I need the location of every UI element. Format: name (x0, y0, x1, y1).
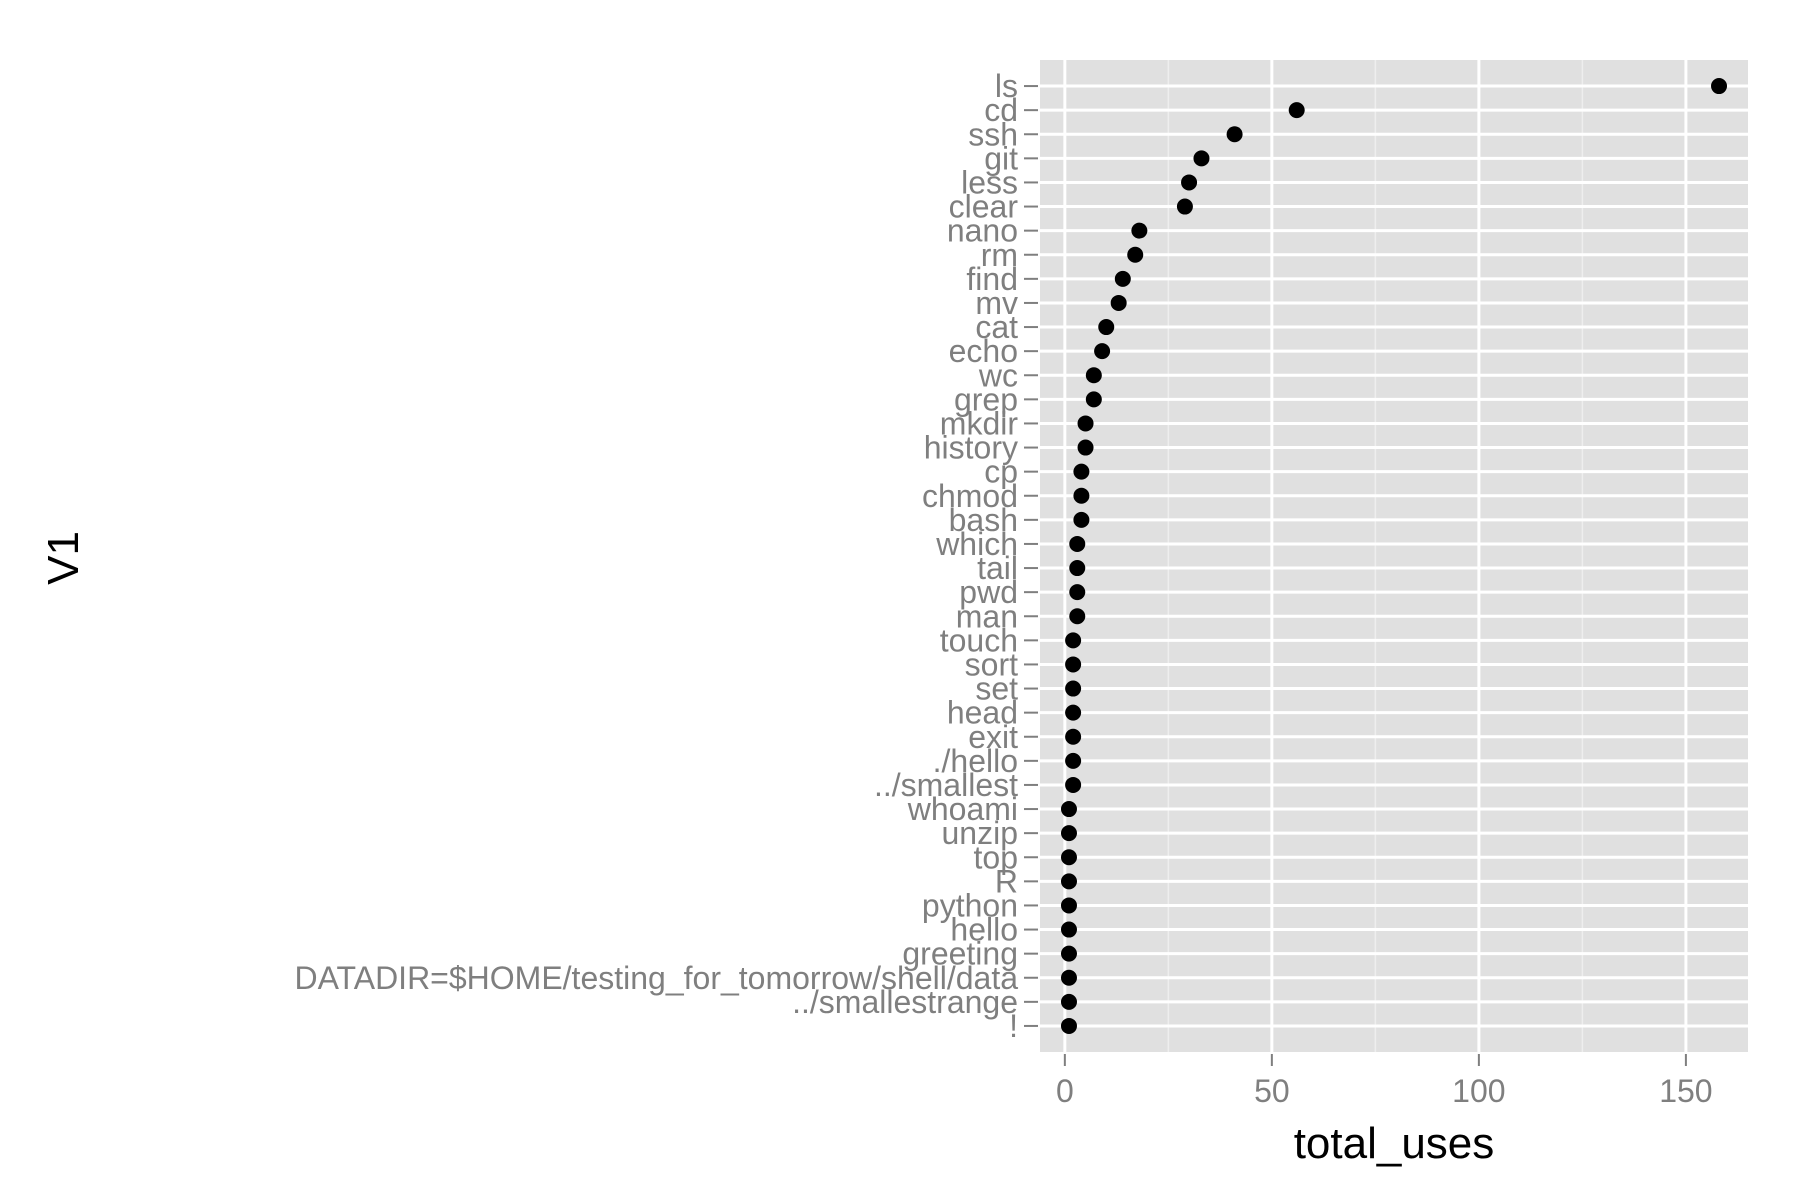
y-tick-label: ssh (968, 116, 1018, 152)
y-tick-label: R (995, 863, 1018, 899)
y-tick-label: grep (954, 381, 1018, 417)
x-axis-title: total_uses (1294, 1119, 1495, 1168)
data-point (1176, 198, 1193, 215)
y-tick-label: wc (978, 357, 1018, 393)
y-tick-label: rm (981, 237, 1018, 273)
y-tick-label: top (974, 839, 1018, 875)
data-point (1060, 969, 1077, 986)
x-tick-label: 150 (1659, 1073, 1712, 1109)
y-tick-label: DATADIR=$HOME/testing_for_tomorrow/shell… (294, 960, 1018, 996)
y-tick-label: ../smallest (874, 767, 1018, 803)
data-point (1073, 487, 1090, 504)
data-point (1711, 78, 1728, 95)
data-points (1060, 78, 1728, 1034)
data-point (1110, 294, 1127, 311)
data-point (1060, 993, 1077, 1010)
y-tick-label: cp (984, 454, 1018, 490)
x-axis: 0 50 100 150 (1056, 1054, 1713, 1109)
data-point (1060, 849, 1077, 866)
y-tick-label: ! (1009, 1008, 1018, 1044)
y-tick-label: hello (950, 912, 1018, 948)
data-point (1085, 391, 1102, 408)
y-tick-label: chmod (922, 478, 1018, 514)
data-point (1181, 174, 1198, 191)
data-point (1073, 463, 1090, 480)
data-point (1060, 921, 1077, 938)
data-point (1065, 728, 1082, 745)
data-point (1114, 270, 1131, 287)
y-tick-label: greeting (902, 936, 1018, 972)
data-point (1131, 222, 1148, 239)
data-point (1065, 752, 1082, 769)
y-tick-label: whoami (907, 791, 1018, 827)
y-tick-label: git (984, 140, 1018, 176)
y-tick-label: history (924, 430, 1018, 466)
y-tick-label: python (922, 887, 1018, 923)
plot-panel (1040, 60, 1748, 1052)
y-tick-label: bash (949, 502, 1018, 538)
y-tick-label: cd (984, 92, 1018, 128)
y-tick-label: echo (949, 333, 1018, 369)
data-point (1060, 945, 1077, 962)
data-point (1073, 511, 1090, 528)
y-tick-label: clear (949, 189, 1019, 225)
data-point (1060, 873, 1077, 890)
data-point (1060, 801, 1077, 818)
data-point (1060, 1017, 1077, 1034)
y-tick-label: tail (977, 550, 1018, 586)
data-point (1060, 897, 1077, 914)
y-tick-label: head (947, 695, 1018, 731)
data-point (1065, 776, 1082, 793)
y-tick-label: less (961, 164, 1018, 200)
y-tick-label: set (975, 671, 1018, 707)
data-point (1288, 102, 1305, 119)
x-tick-label: 100 (1452, 1073, 1505, 1109)
y-tick-label: man (956, 598, 1018, 634)
data-point (1069, 560, 1086, 577)
data-point (1226, 126, 1243, 143)
x-tick-label: 0 (1056, 1073, 1074, 1109)
data-point (1085, 367, 1102, 384)
data-point (1127, 246, 1144, 263)
x-tick-label: 50 (1254, 1073, 1290, 1109)
data-point (1065, 656, 1082, 673)
data-point (1069, 608, 1086, 625)
y-tick-label: exit (968, 719, 1018, 755)
y-tick-label: ../smallestrange (792, 984, 1018, 1020)
data-point (1098, 319, 1115, 336)
y-tick-label: ./hello (933, 743, 1018, 779)
grid-lines (1040, 60, 1748, 1052)
data-point (1060, 825, 1077, 842)
data-point (1077, 439, 1094, 456)
y-tick-label: unzip (942, 815, 1019, 851)
y-tick-label: cat (975, 309, 1018, 345)
data-point (1069, 584, 1086, 601)
data-point (1065, 704, 1082, 721)
y-tick-label: pwd (959, 574, 1018, 610)
y-axis: lscdsshgitlessclearnanormfindmvcatechowc… (294, 68, 1038, 1044)
y-tick-label: find (966, 261, 1018, 297)
y-tick-label: which (935, 526, 1018, 562)
data-point (1094, 343, 1111, 360)
data-point (1077, 415, 1094, 432)
data-point (1065, 632, 1082, 649)
data-point (1065, 680, 1082, 697)
y-axis-title: V1 (39, 531, 88, 585)
y-tick-label: touch (940, 622, 1018, 658)
y-tick-label: sort (965, 646, 1018, 682)
y-tick-label: mv (975, 285, 1018, 321)
data-point (1193, 150, 1210, 167)
y-tick-label: ls (995, 68, 1018, 104)
data-point (1069, 535, 1086, 552)
y-tick-label: mkdir (940, 405, 1019, 441)
y-tick-label: nano (947, 213, 1018, 249)
